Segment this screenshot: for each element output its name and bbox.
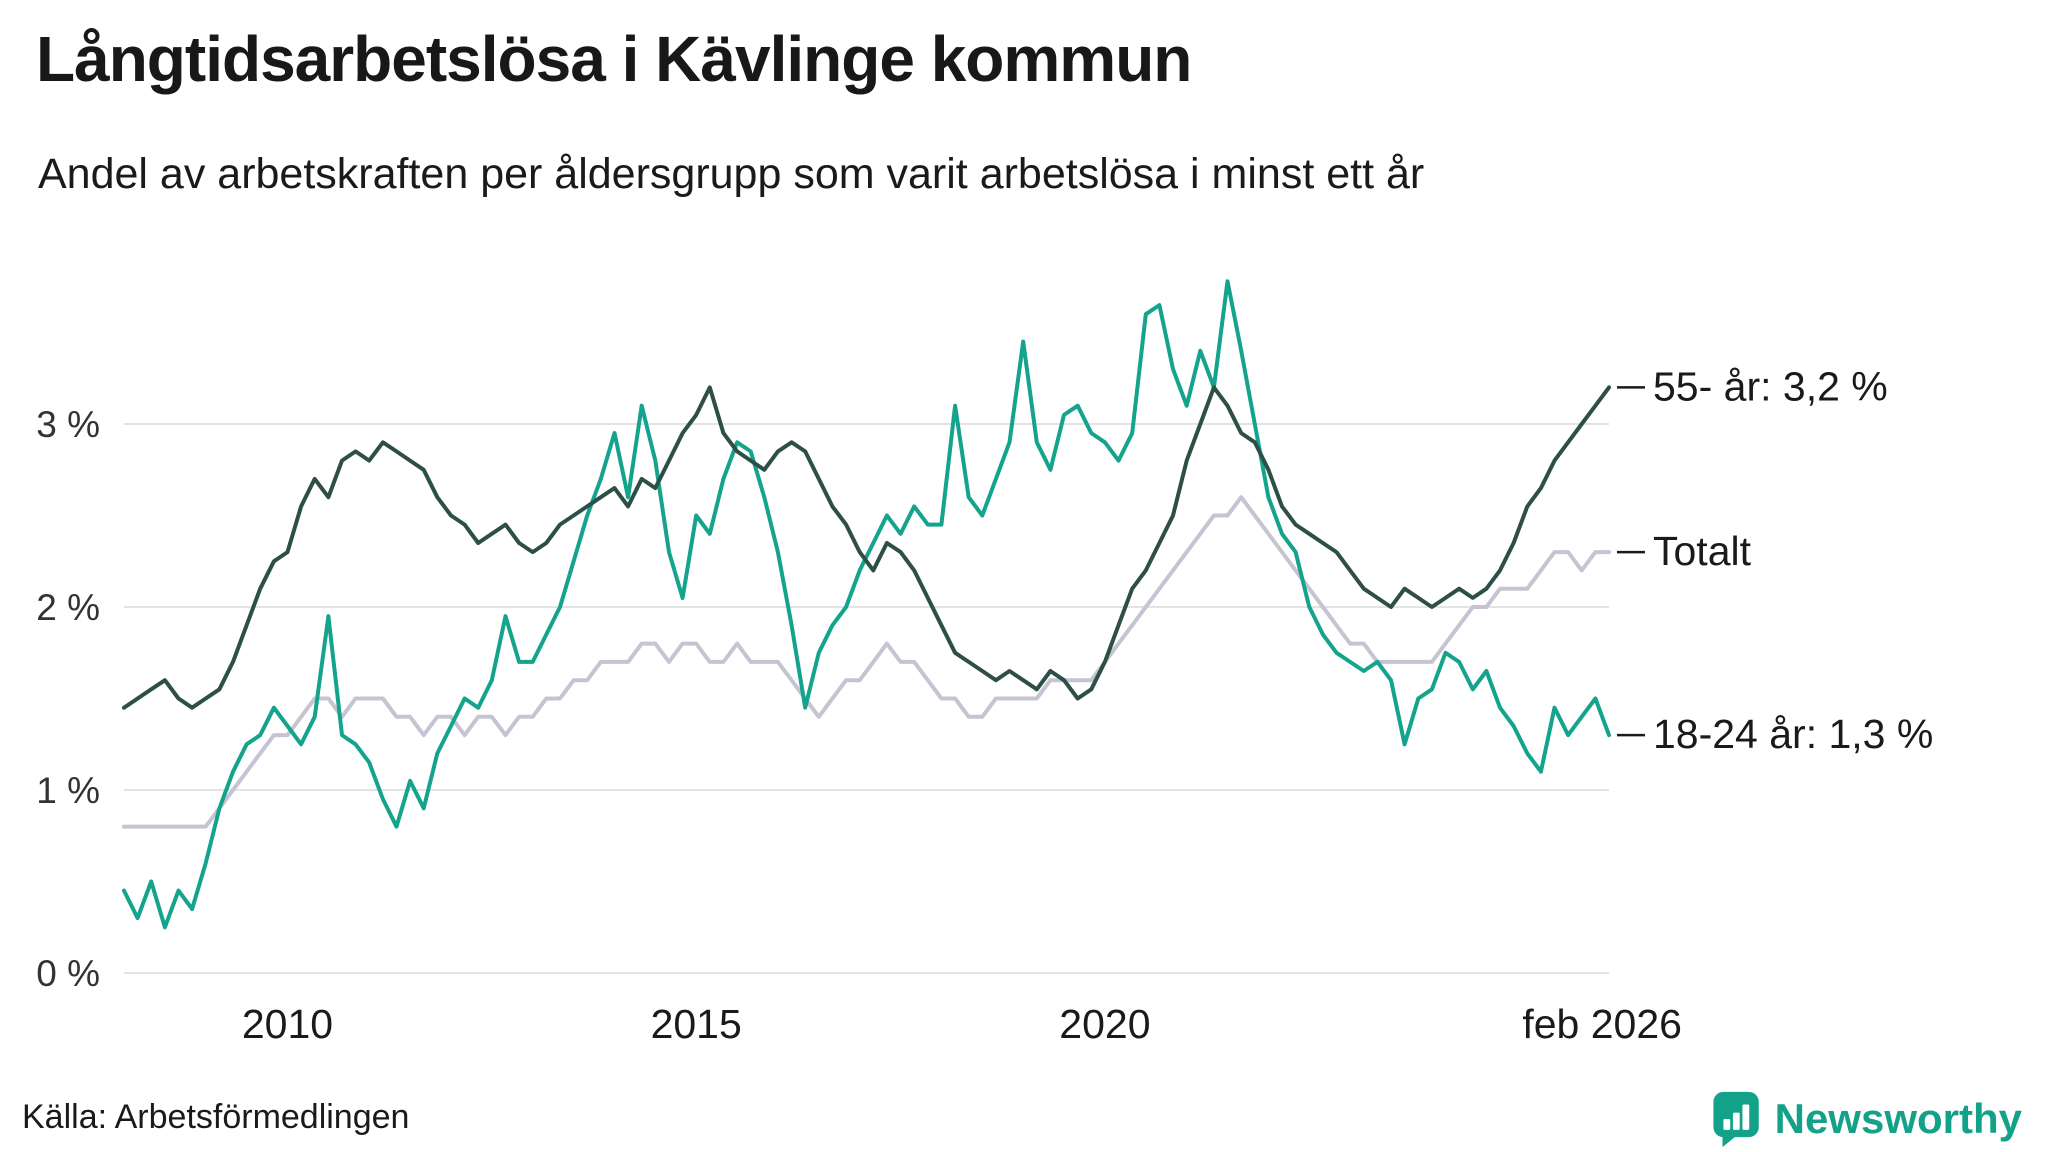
chart-subtitle: Andel av arbetskraften per åldersgrupp s…: [38, 150, 1425, 198]
svg-text:18-24 år: 1,3 %: 18-24 år: 1,3 %: [1653, 711, 1933, 757]
brand: Newsworthy: [1711, 1090, 2022, 1148]
svg-text:2 %: 2 %: [36, 587, 100, 628]
svg-text:1 %: 1 %: [36, 770, 100, 811]
svg-text:2010: 2010: [242, 1001, 333, 1047]
source-note: Källa: Arbetsförmedlingen: [22, 1098, 410, 1136]
svg-text:0 %: 0 %: [36, 953, 100, 994]
chart-title: Långtidsarbetslösa i Kävlinge kommun: [36, 23, 1192, 95]
svg-text:55- år: 3,2 %: 55- år: 3,2 %: [1653, 363, 1888, 409]
svg-text:2015: 2015: [651, 1001, 742, 1047]
svg-text:feb 2026: feb 2026: [1522, 1001, 1682, 1047]
svg-text:2020: 2020: [1059, 1001, 1150, 1047]
svg-text:3 %: 3 %: [36, 404, 100, 445]
brand-name: Newsworthy: [1774, 1095, 2022, 1142]
svg-text:Totalt: Totalt: [1653, 528, 1752, 574]
newsworthy-logo-icon: [1713, 1091, 1759, 1148]
